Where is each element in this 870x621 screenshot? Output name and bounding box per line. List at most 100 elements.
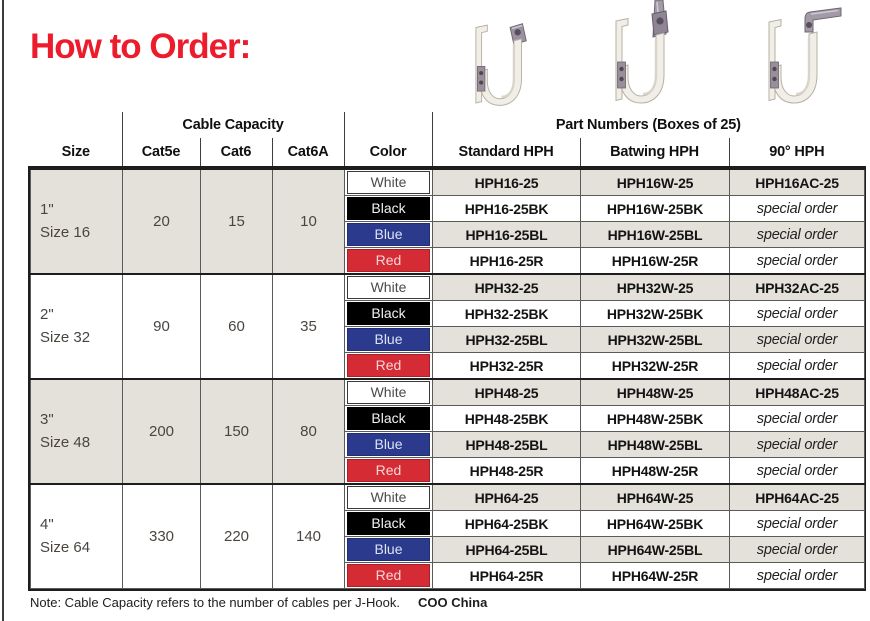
color-cell: Red bbox=[344, 352, 433, 380]
part-number-batwing: HPH48W-25BK bbox=[580, 405, 730, 432]
table-row: Blue HPH32-25BL HPH32W-25BL special order bbox=[31, 326, 865, 353]
color-swatch-red: Red bbox=[347, 249, 430, 272]
batwing-hph-hook-photo bbox=[588, 0, 700, 117]
color-cell: Blue bbox=[344, 431, 433, 458]
90-degree-hph-hook-icon bbox=[768, 7, 842, 104]
color-cell: Blue bbox=[344, 536, 433, 563]
color-swatch-red: Red bbox=[347, 564, 430, 587]
part-number-standard: HPH32-25BL bbox=[432, 326, 581, 353]
capacity-cat6a: 80 bbox=[272, 378, 345, 485]
part-number-standard: HPH32-25 bbox=[432, 273, 581, 301]
part-number-batwing: HPH16W-25 bbox=[580, 168, 730, 196]
part-number-standard: HPH16-25R bbox=[432, 247, 581, 275]
part-number-90: HPH16AC-25 bbox=[729, 168, 865, 196]
size-cell: 3" Size 48 bbox=[30, 378, 123, 485]
table-row: Black HPH16-25BK HPH16W-25BK special order bbox=[31, 195, 865, 222]
part-number-batwing: HPH48W-25R bbox=[580, 457, 730, 485]
part-number-90: special order bbox=[729, 247, 865, 275]
size-inches: 3" bbox=[40, 411, 54, 428]
color-swatch-black: Black bbox=[347, 197, 430, 220]
header-color: Color bbox=[343, 138, 433, 166]
part-number-90: special order bbox=[729, 536, 865, 563]
standard-hph-hook-icon bbox=[475, 23, 527, 106]
color-swatch-red: Red bbox=[347, 459, 430, 482]
table-row: 1" Size 16 20 15 10 White HPH16-25 HPH16W-25 HPH… bbox=[30, 168, 865, 275]
color-cell: Red bbox=[344, 247, 433, 275]
color-swatch-black: Black bbox=[347, 512, 430, 535]
part-number-90: special order bbox=[729, 457, 865, 485]
capacity-cat6a: 10 bbox=[272, 168, 345, 275]
order-table-body: 1" Size 16 20 15 10 White HPH16-25 HPH16W-25 HPH… bbox=[30, 168, 865, 589]
part-number-90: HPH64AC-25 bbox=[729, 483, 865, 511]
table-row: 3" Size 48 200 150 80 White HPH48-25 HPH48W-25 H… bbox=[30, 378, 865, 485]
part-number-batwing: HPH32W-25 bbox=[580, 273, 730, 301]
header-cat6: Cat6 bbox=[199, 138, 272, 166]
part-number-standard: HPH64-25BK bbox=[432, 510, 581, 537]
color-cell: Black bbox=[344, 405, 433, 432]
table-row: 4" Size 64 330 220 140 White HPH64-25 HPH64W-25… bbox=[30, 483, 865, 589]
part-number-standard: HPH48-25BL bbox=[432, 431, 581, 458]
page-edge-line bbox=[2, 0, 4, 621]
capacity-cat6: 60 bbox=[200, 273, 273, 380]
capacity-cat5e: 20 bbox=[122, 168, 201, 275]
header-standard-hph: Standard HPH bbox=[431, 138, 581, 166]
part-number-standard: HPH16-25BK bbox=[432, 195, 581, 222]
color-cell: Black bbox=[344, 300, 433, 327]
table-row: Blue HPH64-25BL HPH64W-25BL special order bbox=[31, 536, 865, 563]
capacity-cat6a: 35 bbox=[272, 273, 345, 380]
header-cat5e: Cat5e bbox=[121, 138, 200, 166]
part-number-standard: HPH32-25BK bbox=[432, 300, 581, 327]
part-number-90: special order bbox=[729, 352, 865, 380]
page-title: How to Order: bbox=[30, 27, 251, 67]
header-cat6a: Cat6A bbox=[271, 138, 345, 166]
color-swatch-blue: Blue bbox=[347, 328, 430, 351]
part-number-batwing: HPH32W-25BL bbox=[580, 326, 730, 353]
order-table-data-area: 1" Size 16 20 15 10 White HPH16-25 HPH16W-25 HPH… bbox=[28, 166, 866, 591]
capacity-cat6: 220 bbox=[200, 483, 273, 589]
header-spacer bbox=[30, 112, 122, 138]
color-cell: Blue bbox=[344, 326, 433, 353]
header-spacer bbox=[343, 112, 433, 138]
part-number-90: special order bbox=[729, 562, 865, 589]
capacity-cat5e: 330 bbox=[122, 483, 201, 589]
color-swatch-black: Black bbox=[347, 407, 430, 430]
part-number-batwing: HPH16W-25BK bbox=[580, 195, 730, 222]
table-row: Red HPH64-25R HPH64W-25R special order bbox=[31, 562, 865, 589]
size-number: Size 48 bbox=[40, 433, 91, 451]
standard-hph-hook-photo bbox=[455, 16, 550, 119]
size-number: Size 64 bbox=[40, 538, 91, 556]
size-cell: 4" Size 64 bbox=[30, 483, 123, 589]
part-number-standard: HPH32-25R bbox=[432, 352, 581, 380]
part-number-standard: HPH16-25 bbox=[432, 168, 581, 196]
part-number-standard: HPH64-25 bbox=[432, 483, 581, 511]
color-cell: Black bbox=[344, 195, 433, 222]
color-cell: Blue bbox=[344, 221, 433, 248]
table-row: Blue HPH48-25BL HPH48W-25BL special order bbox=[31, 431, 865, 458]
part-number-batwing: HPH64W-25BK bbox=[580, 510, 730, 537]
part-number-90: special order bbox=[729, 326, 865, 353]
color-swatch-black: Black bbox=[347, 302, 430, 325]
part-number-batwing: HPH32W-25BK bbox=[580, 300, 730, 327]
90-degree-hph-hook-photo bbox=[740, 6, 860, 117]
size-inches: 4" bbox=[40, 516, 54, 533]
part-number-90: HPH32AC-25 bbox=[729, 273, 865, 301]
color-swatch-white: White bbox=[347, 381, 430, 404]
part-number-90: special order bbox=[729, 431, 865, 458]
color-cell: White bbox=[344, 378, 433, 406]
color-swatch-white: White bbox=[347, 486, 430, 509]
header-size: Size bbox=[61, 144, 90, 160]
header-cable-capacity: Cable Capacity bbox=[121, 112, 345, 138]
color-cell: Black bbox=[344, 510, 433, 537]
part-number-90: special order bbox=[729, 195, 865, 222]
color-swatch-white: White bbox=[347, 171, 430, 194]
part-number-standard: HPH16-25BL bbox=[432, 221, 581, 248]
capacity-cat6a: 140 bbox=[272, 483, 345, 589]
table-row: 2" Size 32 90 60 35 White HPH32-25 HPH32W-25 HPH… bbox=[30, 273, 865, 380]
part-number-standard: HPH64-25BL bbox=[432, 536, 581, 563]
capacity-cat5e: 200 bbox=[122, 378, 201, 485]
header-part-numbers: Part Numbers (Boxes of 25) bbox=[431, 112, 865, 138]
color-cell: White bbox=[344, 168, 433, 196]
size-inches: 2" bbox=[40, 306, 54, 323]
table-row: Black HPH64-25BK HPH64W-25BK special order bbox=[31, 510, 865, 537]
capacity-cat6: 15 bbox=[200, 168, 273, 275]
